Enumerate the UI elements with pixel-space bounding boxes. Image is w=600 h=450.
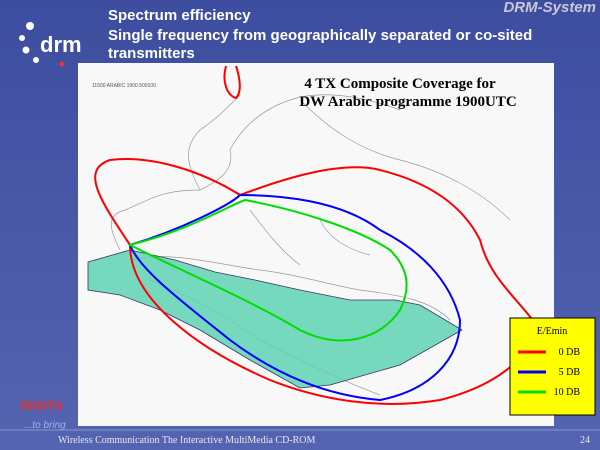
logo: drm bbox=[19, 22, 82, 67]
contour-0db bbox=[223, 65, 241, 100]
legend: E/Emin 0 DB 5 DB 10 DB bbox=[509, 317, 596, 416]
legend-title: E/Emin bbox=[537, 326, 568, 337]
background-text: ...to bring bbox=[24, 420, 66, 431]
legend-box bbox=[509, 317, 596, 416]
legend-label: 10 DB bbox=[554, 387, 581, 398]
contour-0db bbox=[94, 158, 542, 405]
title-line: Single frequency from geographically sep… bbox=[108, 27, 532, 44]
background-text: DIGITA bbox=[20, 398, 64, 413]
map: 11500 ARABIC 1900 500100 4 TX Composite … bbox=[78, 63, 554, 426]
map-label: 11500 ARABIC 1900 500100 bbox=[92, 83, 156, 89]
title-line: transmitters bbox=[108, 45, 195, 62]
map-title: DW Arabic programme 1900UTC bbox=[299, 94, 516, 110]
contour-5db bbox=[128, 193, 462, 402]
page-number: 24 bbox=[580, 435, 590, 446]
brand: DRM-System bbox=[503, 0, 596, 16]
contour-10db bbox=[127, 198, 408, 342]
logo-text: drm bbox=[40, 32, 82, 57]
map-title: 4 TX Composite Coverage for bbox=[304, 76, 496, 92]
legend-label: 0 DB bbox=[559, 347, 581, 358]
footer-text: Wireless Communication The Interactive M… bbox=[58, 435, 316, 446]
legend-label: 5 DB bbox=[559, 367, 581, 378]
title-line: Spectrum efficiency bbox=[108, 7, 251, 24]
